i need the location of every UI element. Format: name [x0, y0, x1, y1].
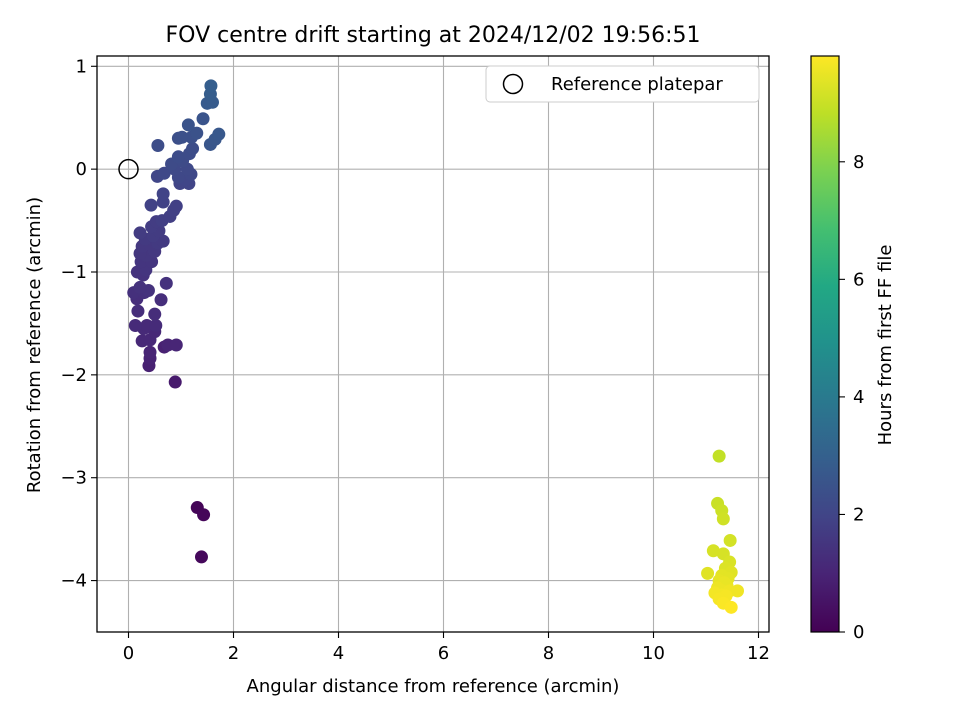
data-point	[196, 112, 210, 126]
colorbar-ticks: 0 2 4 6 8	[839, 152, 864, 643]
data-point	[144, 198, 158, 212]
data-point	[169, 338, 183, 352]
data-point	[143, 345, 157, 359]
data-point	[140, 318, 154, 332]
data-point	[701, 566, 715, 580]
y-tick-label: 1	[76, 56, 87, 77]
data-point	[171, 150, 185, 164]
data-point	[169, 199, 183, 213]
y-tick-label: −1	[60, 262, 87, 283]
data-point	[212, 127, 226, 141]
y-tick-label: −4	[60, 571, 87, 592]
data-point	[168, 375, 182, 389]
y-tick-label: 0	[76, 159, 87, 180]
data-point	[723, 533, 737, 547]
chart-title: FOV centre drift starting at 2024/12/02 …	[166, 23, 701, 48]
data-point	[190, 126, 204, 140]
x-tick-label: 8	[543, 643, 554, 664]
scatter-points	[127, 79, 744, 614]
x-tick-label: 10	[642, 643, 665, 664]
x-tick-label: 4	[333, 643, 344, 664]
data-point	[175, 130, 189, 144]
data-point	[154, 293, 168, 307]
colorbar-tick-label: 4	[853, 387, 864, 408]
data-point	[186, 142, 200, 156]
data-point	[148, 307, 162, 321]
legend-circle-icon	[502, 73, 524, 95]
data-point	[151, 138, 165, 152]
reference-marker	[118, 158, 139, 180]
data-point	[716, 512, 730, 526]
y-tick-label: −3	[60, 468, 87, 489]
data-point	[133, 280, 147, 294]
x-tick-label: 6	[438, 643, 449, 664]
colorbar-tick-label: 2	[853, 504, 864, 525]
data-point	[133, 226, 147, 240]
data-point	[181, 118, 195, 132]
legend-entry: Reference platepar	[551, 74, 723, 95]
x-tick-label: 2	[228, 643, 239, 664]
colorbar	[810, 55, 840, 633]
data-point	[197, 508, 211, 522]
data-point	[157, 166, 171, 180]
y-axis-label: Rotation from reference (arcmin)	[24, 197, 45, 493]
data-point	[204, 79, 218, 93]
colorbar-tick-label: 6	[853, 269, 864, 290]
data-point	[156, 187, 170, 201]
data-point	[731, 584, 744, 598]
grid-lines	[97, 56, 769, 632]
data-point	[149, 318, 163, 332]
x-tick-label: 12	[747, 643, 770, 664]
legend: Reference platepar	[485, 65, 760, 103]
data-point	[131, 304, 145, 318]
data-point	[156, 234, 170, 248]
data-point	[194, 550, 208, 564]
data-point	[712, 449, 726, 463]
colorbar-tick-label: 8	[853, 152, 864, 173]
reference-platepar-marker	[118, 158, 139, 180]
colorbar-tick-label: 0	[853, 622, 864, 643]
data-point	[724, 600, 738, 614]
legend-box	[485, 65, 760, 103]
data-point	[706, 544, 720, 558]
data-point	[159, 276, 173, 290]
x-axis-label: Angular distance from reference (arcmin)	[247, 676, 620, 697]
y-tick-label: −2	[60, 365, 87, 386]
data-point	[128, 318, 142, 332]
x-tick-label: 0	[123, 643, 134, 664]
axis-ticks: 0 2 4 6 8 10 12 −4 −3 −2 −1 0 1	[60, 56, 770, 664]
colorbar-label: Hours from first FF file	[875, 245, 896, 446]
plot-frame	[96, 55, 770, 633]
